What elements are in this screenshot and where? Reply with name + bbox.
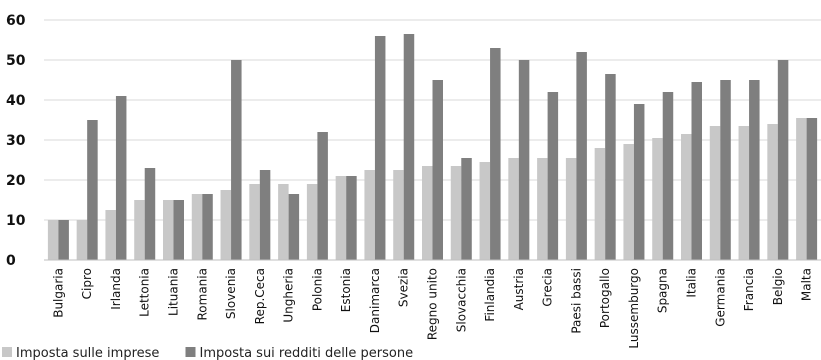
x-tick-label: Cipro xyxy=(80,268,94,299)
bar-persone xyxy=(115,96,127,260)
bar-imprese xyxy=(565,158,577,260)
x-tick-label: Rep.Ceca xyxy=(253,268,267,324)
bar-imprese xyxy=(450,166,462,260)
bar-persone xyxy=(374,36,386,260)
x-tick-label: Slovacchia xyxy=(454,268,468,332)
bar-persone xyxy=(87,120,98,260)
legend: Imposta sulle imprese Imposta sui redditi… xyxy=(2,346,413,360)
x-tick-label: Slovenia xyxy=(224,268,238,319)
bar-persone xyxy=(749,80,760,260)
x-tick-label: Spagna xyxy=(656,268,670,313)
bar-imprese xyxy=(537,158,548,260)
bar-imprese xyxy=(796,118,807,260)
bar-persone xyxy=(576,52,587,260)
bar-persone xyxy=(461,158,472,260)
axes: 0 10 20 30 40 50 60 Bulgaria Cipro Irlanda Lettoni… xyxy=(6,13,821,349)
bar-imprese xyxy=(738,126,750,260)
bar-imprese xyxy=(767,124,778,260)
x-tick-label: Lituania xyxy=(167,268,181,316)
bar-imprese xyxy=(335,176,347,260)
bar-persone xyxy=(432,80,443,260)
x-tick-label: Malta xyxy=(800,268,814,301)
x-tick-label: Portogallo xyxy=(598,268,612,328)
bar-persone xyxy=(662,92,674,260)
bar-persone xyxy=(202,194,213,260)
bar-imprese xyxy=(220,190,232,260)
x-tick-label: Danimarca xyxy=(368,268,382,333)
y-tick-label: 30 xyxy=(6,133,26,149)
x-tick-label: Germania xyxy=(713,268,727,327)
bar-imprese xyxy=(508,158,519,260)
bar-persone xyxy=(777,60,789,260)
x-tick-label: Irlanda xyxy=(109,268,123,310)
x-tick-label: Estonia xyxy=(339,268,353,312)
x-tick-label: Lettonia xyxy=(138,268,152,317)
bar-persone xyxy=(317,132,328,260)
bar-imprese xyxy=(163,200,174,260)
x-tick-label: Italia xyxy=(685,268,699,298)
bar-imprese xyxy=(681,134,692,260)
legend-swatch xyxy=(185,347,196,357)
bar-persone xyxy=(490,48,501,260)
bar-persone xyxy=(231,60,242,260)
x-tick-label: Grecia xyxy=(541,268,555,307)
x-tick-label: Paesi bassi xyxy=(569,268,583,334)
bar-imprese xyxy=(306,184,318,260)
bar-persone xyxy=(720,80,731,260)
legend-label: Imposta sui redditi delle persone xyxy=(200,346,414,360)
bar-persone xyxy=(259,170,271,260)
bar-imprese xyxy=(105,210,116,260)
bar-imprese xyxy=(623,144,634,260)
legend-label: Imposta sulle imprese xyxy=(16,346,159,360)
bar-imprese xyxy=(47,220,59,260)
bar-imprese xyxy=(191,194,203,260)
bar-imprese xyxy=(709,126,721,260)
bar-persone xyxy=(691,82,702,260)
bar-imprese xyxy=(594,148,606,260)
bar-persone xyxy=(806,118,818,260)
bar-persone xyxy=(633,104,645,260)
x-tick-label: Lussemburgo xyxy=(627,268,641,349)
legend-swatch xyxy=(2,347,12,357)
y-tick-label: 60 xyxy=(6,13,26,29)
x-tick-label: Polonia xyxy=(310,268,324,311)
y-tick-label: 10 xyxy=(6,213,26,229)
x-tick-label: Regno unito xyxy=(426,268,440,340)
bar-persone xyxy=(288,194,300,260)
x-tick-label: Ungheria xyxy=(282,268,296,323)
bar-persone xyxy=(144,168,156,260)
bar-imprese xyxy=(278,184,289,260)
x-tick-label: Finlandia xyxy=(483,268,497,322)
x-tick-label: Romania xyxy=(195,268,209,320)
bar-imprese xyxy=(364,170,375,260)
bar-imprese xyxy=(393,170,404,260)
bar-imprese xyxy=(652,138,663,260)
bar-persone xyxy=(605,74,616,260)
bars xyxy=(47,34,818,260)
bar-persone xyxy=(173,200,184,260)
bar-imprese xyxy=(422,166,433,260)
y-tick-label: 50 xyxy=(6,53,26,69)
bar-persone xyxy=(547,92,559,260)
y-tick-label: 40 xyxy=(6,93,26,109)
bar-imprese xyxy=(134,200,145,260)
x-tick-label: Svezia xyxy=(397,268,411,307)
x-tick-label: Francia xyxy=(742,268,756,311)
bar-persone xyxy=(403,34,415,260)
x-tick-label: Bulgaria xyxy=(51,268,65,318)
bar-persone xyxy=(518,60,530,260)
bar-imprese xyxy=(249,184,260,260)
y-tick-label: 20 xyxy=(6,173,26,189)
bar-imprese xyxy=(479,162,491,260)
x-tick-label: Belgio xyxy=(771,268,785,305)
bar-imprese xyxy=(76,220,88,260)
x-tick-label: Austria xyxy=(512,268,526,310)
bar-persone xyxy=(346,176,357,260)
bar-persone xyxy=(58,220,69,260)
y-tick-label: 0 xyxy=(6,253,16,269)
